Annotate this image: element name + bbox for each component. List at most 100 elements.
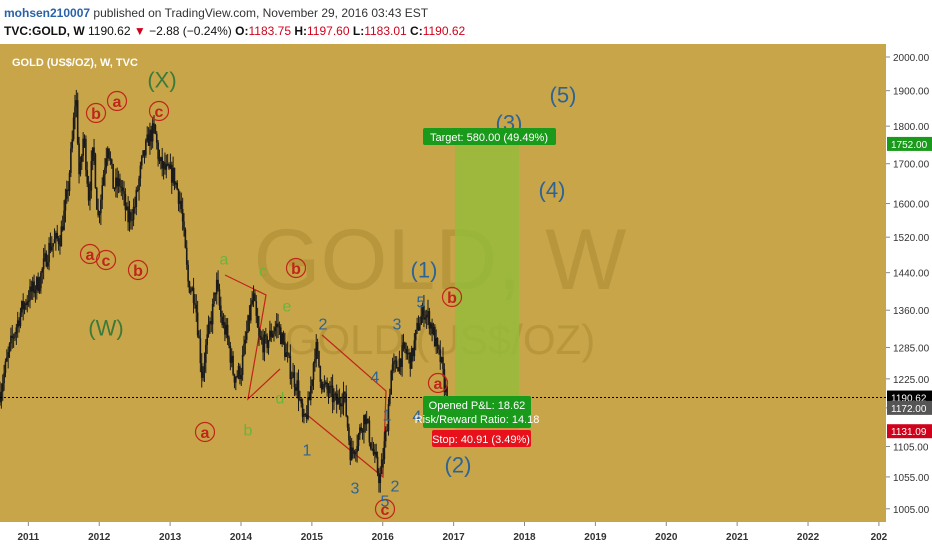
candle-body [324, 382, 327, 385]
wave-label: 1 [383, 408, 392, 425]
candle-body [33, 281, 35, 294]
candle-body [312, 363, 315, 380]
candle-body [230, 355, 233, 363]
candle-body [115, 177, 117, 189]
candle-body [102, 174, 105, 186]
candle-body [284, 341, 286, 357]
price-tick-label: 1360.00 [893, 306, 930, 317]
candle-body [166, 163, 169, 165]
candle-body [60, 226, 63, 247]
candle-body [53, 239, 56, 244]
candle-body [269, 330, 271, 341]
time-tick-label: 2021 [726, 532, 749, 543]
watermark-main: GOLD, W [254, 212, 627, 308]
circled-wave-label: a [86, 247, 95, 264]
candle-body [421, 305, 424, 316]
candle-body [335, 393, 338, 405]
candle-body [255, 301, 258, 316]
candle-body [379, 474, 382, 484]
candle-body [435, 338, 437, 347]
candle-body [106, 148, 109, 159]
candle-body [146, 134, 149, 141]
candle-body [342, 391, 345, 405]
candle-body [3, 372, 5, 384]
candle-body [307, 397, 309, 419]
candle-body [140, 156, 143, 166]
author-link[interactable]: mohsen210007 [4, 6, 91, 20]
candle-body [374, 451, 376, 455]
candle-body [248, 315, 251, 321]
candle-body [143, 150, 146, 156]
candle-body [354, 452, 357, 454]
candle-body [387, 404, 390, 432]
wave-label: 4 [413, 409, 422, 426]
time-tick-label: 2020 [655, 532, 678, 543]
candle-body [226, 324, 229, 338]
candle-body [61, 226, 64, 231]
pnl-label[interactable]: Opened P&L: 18.62 Risk/Reward Ratio: 14.… [415, 396, 540, 428]
close-label: C: [410, 24, 423, 38]
candle-body [372, 449, 375, 455]
candle-body [357, 434, 360, 446]
wave-circle [148, 100, 170, 122]
candle-body [36, 277, 38, 290]
candle-body [187, 264, 189, 282]
price-axis[interactable] [886, 44, 932, 550]
candle-body [80, 155, 83, 163]
price-tick-label: 1005.00 [893, 505, 930, 516]
candle-body [109, 157, 112, 160]
candle-body [86, 170, 89, 184]
candle-body [341, 404, 343, 407]
candle-body [229, 345, 232, 363]
candle-body [361, 430, 364, 433]
candle-body [31, 281, 34, 292]
wave-circle [194, 421, 216, 443]
wave-circle [95, 249, 117, 271]
candle-body [7, 351, 9, 358]
close-value: 1190.62 [422, 24, 466, 38]
candle-body [300, 399, 303, 404]
candle-body [213, 292, 215, 305]
candle-body [363, 415, 365, 433]
candle-body [199, 338, 202, 364]
candle-body [241, 354, 244, 375]
candle-body [72, 117, 75, 140]
time-tick-label: 2016 [372, 532, 395, 543]
target-zone[interactable] [455, 143, 519, 398]
candle-body [442, 357, 444, 370]
time-tick-label: 2022 [797, 532, 820, 543]
candle-body [4, 361, 7, 373]
candle-body [235, 377, 237, 383]
price-change: −2.88 (−0.24%) [149, 24, 232, 38]
candle-body [180, 200, 183, 209]
candle-body [113, 188, 116, 190]
candle-body [207, 323, 210, 335]
stop-label[interactable]: Stop: 40.91 (3.49%) [432, 430, 531, 447]
candle-body [76, 100, 79, 144]
candle-body [12, 337, 15, 339]
candle-body [410, 348, 413, 369]
candle-body [296, 380, 298, 391]
candle-body [203, 362, 206, 372]
candle-body [375, 451, 378, 457]
target-label[interactable]: Target: 580.00 (49.49%) [423, 128, 556, 145]
candle-body [329, 385, 331, 394]
candle-body [288, 353, 290, 356]
candle-body [149, 129, 151, 146]
candle-body [323, 384, 326, 386]
candle-body [161, 157, 164, 169]
candle-body [431, 323, 433, 334]
wave-circle [127, 259, 149, 281]
candle-body [110, 159, 113, 164]
candle-body [188, 281, 191, 293]
candle-body [382, 459, 384, 461]
wave-circle [106, 90, 128, 112]
contracting-triangle-1[interactable] [224, 274, 281, 401]
candle-body [8, 343, 11, 352]
time-axis[interactable] [0, 522, 886, 550]
circled-wave-label: b [447, 290, 457, 307]
time-tick-label: 2019 [584, 532, 607, 543]
candle-body [260, 337, 263, 340]
price-chart[interactable]: GOLD, W GOLD (US$/OZ) GOLD (US$/OZ), W, … [0, 44, 932, 550]
